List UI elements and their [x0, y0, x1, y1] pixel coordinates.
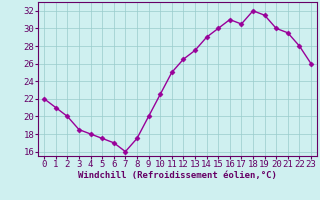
X-axis label: Windchill (Refroidissement éolien,°C): Windchill (Refroidissement éolien,°C) — [78, 171, 277, 180]
